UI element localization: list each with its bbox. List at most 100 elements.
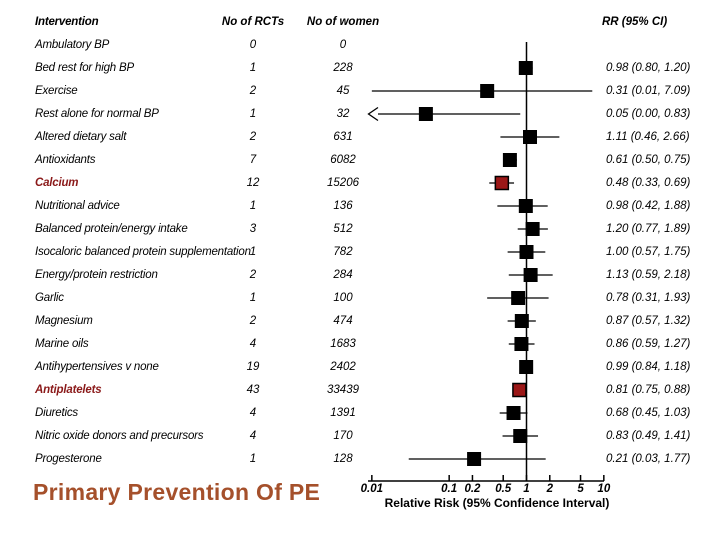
intervention-label: Exercise: [35, 85, 78, 97]
rr-ci-value: 0.98 (0.42, 1.88): [606, 200, 691, 212]
table-row: Progesterone 1 128 0.21 (0.03, 1.77): [0, 451, 720, 467]
rr-ci-value: 0.98 (0.80, 1.20): [606, 62, 691, 74]
effect-square: [506, 406, 521, 420]
women-count: 6082: [330, 154, 356, 166]
table-row: Diuretics 4 1391 0.68 (0.45, 1.03): [0, 405, 720, 421]
intervention-label: Antihypertensives v none: [35, 361, 159, 373]
rr-ci-value: 0.21 (0.03, 1.77): [606, 453, 691, 465]
table-row: Rest alone for normal BP 1 32 0.05 (0.00, 0…: [0, 106, 720, 122]
intervention-label: Antioxidants: [35, 154, 96, 166]
rct-count: 0: [249, 39, 257, 51]
rr-ci-value: 0.86 (0.59, 1.27): [606, 338, 691, 350]
rct-count: 1: [249, 453, 257, 465]
table-row: Magnesium 2 474 0.87 (0.57, 1.32): [0, 313, 720, 329]
women-count: 128: [333, 453, 353, 465]
ci-clipped-arrow: [367, 106, 379, 122]
x-axis-tick-label: 0.2: [464, 483, 481, 495]
rr-ci-value: 0.78 (0.31, 1.93): [606, 292, 691, 304]
women-count: 100: [333, 292, 353, 304]
rr-ci-value: 0.31 (0.01, 7.09): [606, 85, 691, 97]
intervention-label: Energy/protein restriction: [35, 269, 158, 281]
rct-count: 2: [249, 85, 257, 97]
table-row: Bed rest for high BP 1 228 0.98 (0.80, 1.20…: [0, 60, 720, 76]
table-row: Calcium 12 15206 0.48 (0.33, 0.69): [0, 175, 720, 191]
x-axis-title: Relative Risk (95% Confidence Interval): [384, 496, 610, 510]
slide-title: Primary Prevention Of PE: [33, 479, 321, 505]
women-count: 474: [333, 315, 353, 327]
women-count: 32: [336, 108, 350, 120]
rct-count: 19: [246, 361, 260, 373]
rct-count: 1: [249, 292, 257, 304]
column-header-rcts: No of RCTs: [221, 16, 285, 28]
women-count: 33439: [327, 384, 359, 396]
rct-count: 3: [249, 223, 257, 235]
effect-square: [523, 130, 538, 144]
rr-ci-value: 0.87 (0.57, 1.32): [606, 315, 691, 327]
x-axis-tick-label: 10: [597, 483, 611, 495]
effect-square: [511, 291, 526, 305]
women-count: 284: [333, 269, 353, 281]
rr-ci-value: 1.20 (0.77, 1.89): [606, 223, 691, 235]
rct-count: 1: [249, 108, 257, 120]
rr-ci-value: 0.68 (0.45, 1.03): [606, 407, 691, 419]
intervention-label: Diuretics: [35, 407, 78, 419]
effect-square: [512, 382, 527, 398]
effect-square: [514, 314, 529, 328]
intervention-label: Calcium: [35, 177, 79, 189]
women-count: 15206: [327, 177, 359, 189]
rr-ci-value: 1.00 (0.57, 1.75): [606, 246, 691, 258]
rr-ci-value: 0.48 (0.33, 0.69): [606, 177, 691, 189]
table-row: Antihypertensives v none 19 2402 0.99 (0.84…: [0, 359, 720, 375]
intervention-label: Marine oils: [35, 338, 89, 350]
effect-square: [418, 107, 433, 121]
table-row: Balanced protein/energy intake 3 512 1.20 (…: [0, 221, 720, 237]
rr-ci-value: 1.13 (0.59, 2.18): [606, 269, 691, 281]
women-count: 1391: [330, 407, 356, 419]
intervention-label: Altered dietary salt: [35, 131, 127, 143]
x-axis-tick-label: 5: [577, 483, 584, 495]
table-row: Energy/protein restriction 2 284 1.13 (0.59…: [0, 267, 720, 283]
rct-count: 4: [249, 338, 257, 350]
women-count: 0: [339, 39, 347, 51]
intervention-label: Magnesium: [35, 315, 93, 327]
rct-count: 43: [246, 384, 260, 396]
rct-count: 2: [249, 131, 257, 143]
rr-ci-value: 0.05 (0.00, 0.83): [606, 108, 691, 120]
table-header-row: Intervention No of RCTs No of women RR (…: [0, 14, 720, 30]
effect-square: [480, 84, 495, 98]
table-row: Antiplatelets 43 33439 0.81 (0.75, 0.88): [0, 382, 720, 398]
intervention-label: Nutritional advice: [35, 200, 120, 212]
women-count: 170: [333, 430, 353, 442]
effect-square: [514, 337, 529, 351]
effect-square: [513, 429, 528, 443]
table-row: Exercise 2 45 0.31 (0.01, 7.09): [0, 83, 720, 99]
women-count: 2402: [330, 361, 356, 373]
effect-square: [518, 61, 533, 75]
table-row: Nutritional advice 1 136 0.98 (0.42, 1.88): [0, 198, 720, 214]
rr-ci-value: 0.61 (0.50, 0.75): [606, 154, 691, 166]
rct-count: 1: [249, 200, 257, 212]
women-count: 512: [333, 223, 353, 235]
rr-ci-value: 0.81 (0.75, 0.88): [606, 384, 691, 396]
effect-square: [519, 360, 534, 374]
intervention-label: Nitric oxide donors and precursors: [35, 430, 204, 442]
effect-square: [467, 452, 482, 466]
women-count: 228: [333, 62, 353, 74]
intervention-label: Rest alone for normal BP: [35, 108, 159, 120]
rr-ci-value: 0.99 (0.84, 1.18): [606, 361, 691, 373]
x-axis-tick-label: 0.5: [495, 483, 512, 495]
intervention-label: Isocaloric balanced protein supplementat…: [35, 246, 251, 258]
women-count: 782: [333, 246, 353, 258]
x-axis-tick-label: 2: [546, 483, 553, 495]
rct-count: 2: [249, 269, 257, 281]
rct-count: 4: [249, 430, 257, 442]
effect-square: [502, 153, 517, 167]
intervention-label: Bed rest for high BP: [35, 62, 134, 74]
rct-count: 12: [246, 177, 260, 189]
table-row: Altered dietary salt 2 631 1.11 (0.46, 2.66…: [0, 129, 720, 145]
effect-square: [519, 245, 534, 259]
effect-square: [525, 222, 540, 236]
intervention-label: Ambulatory BP: [35, 39, 110, 51]
table-row: Isocaloric balanced protein supplementat…: [0, 244, 720, 260]
